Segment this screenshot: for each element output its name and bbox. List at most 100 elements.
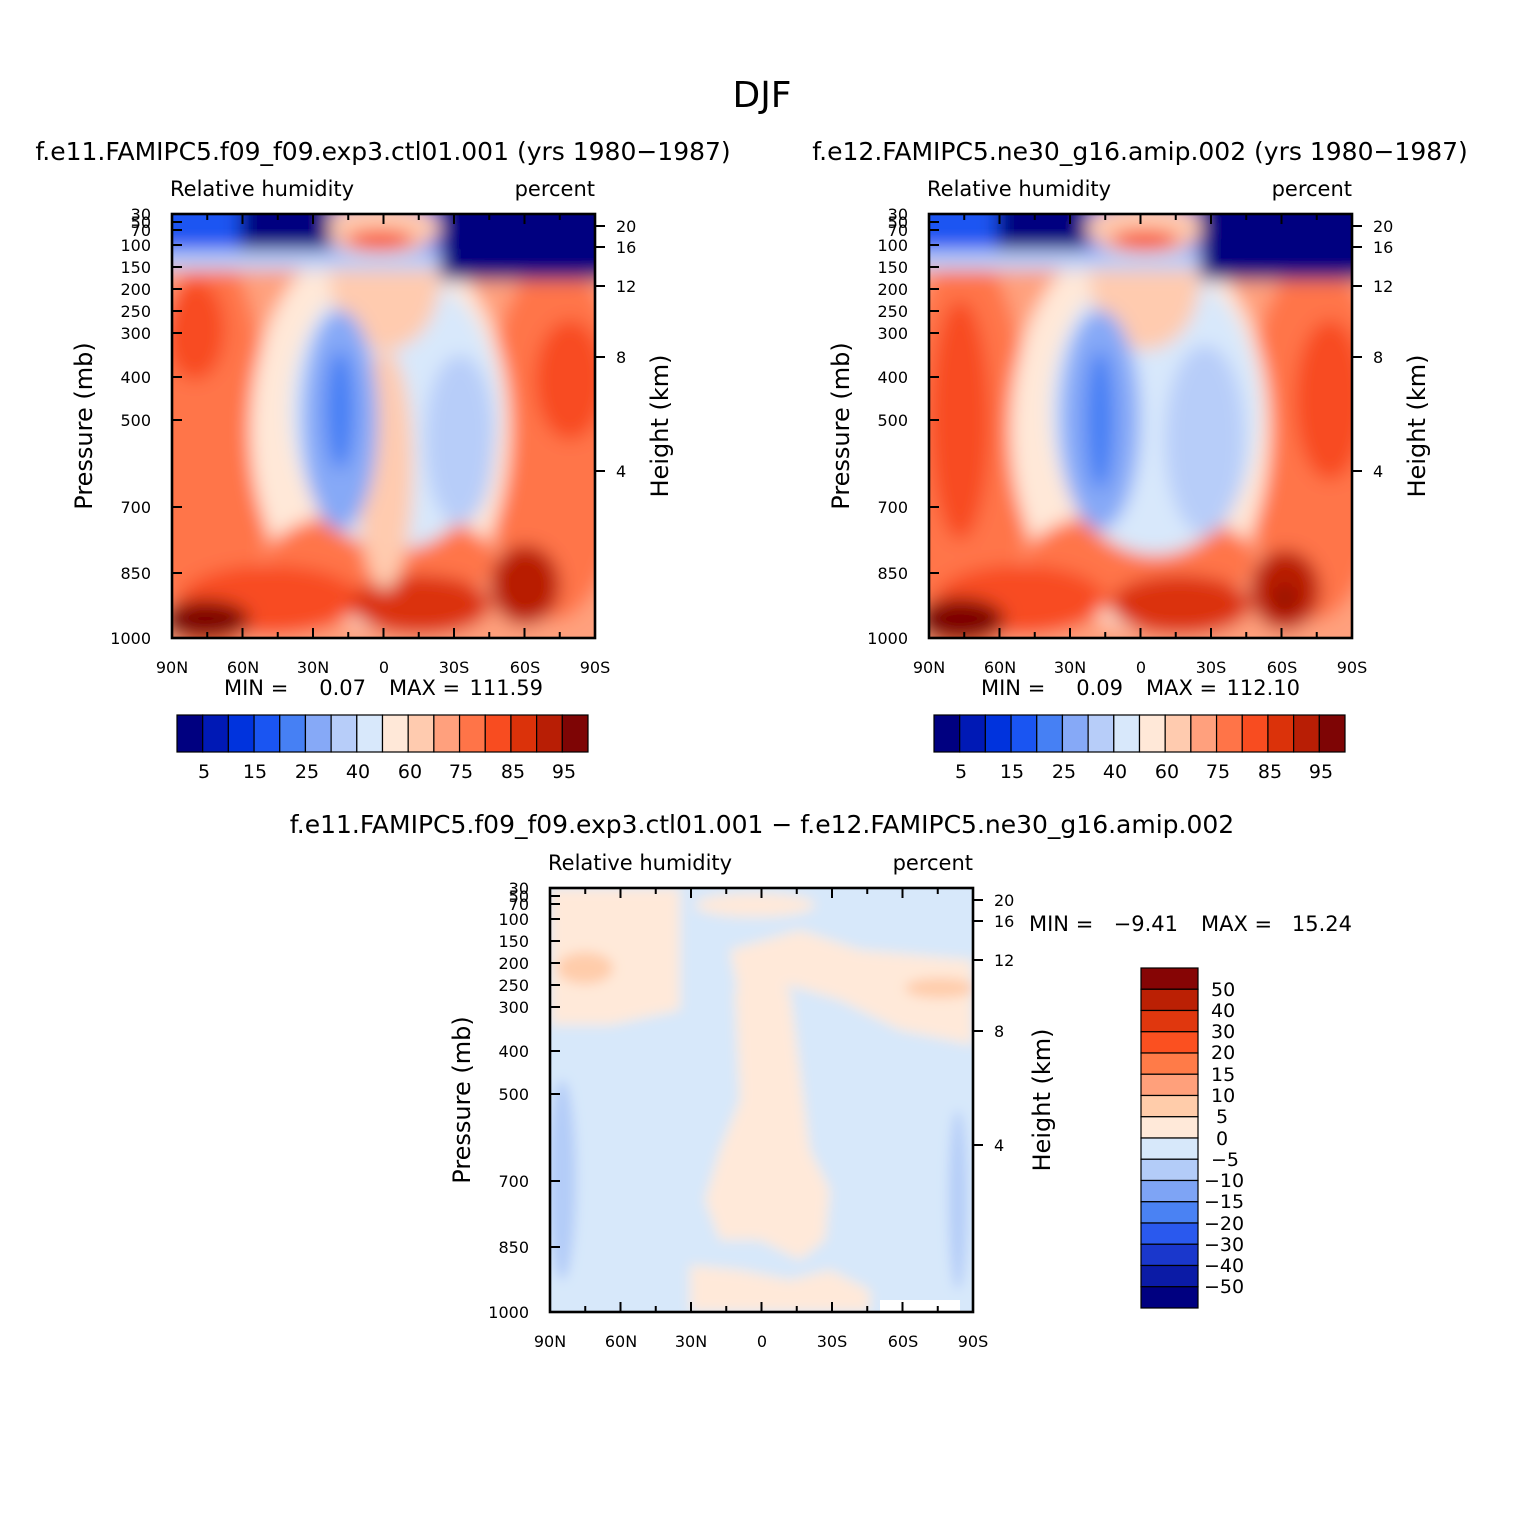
pressure-ticks: 30 50 70 100 150 200 250 300 400 500 700… bbox=[867, 205, 908, 648]
colorbar-box bbox=[1140, 1137, 1199, 1160]
contour-field bbox=[550, 888, 973, 1312]
pressure-tick-label: 1000 bbox=[110, 629, 151, 648]
colorbar-box bbox=[1190, 714, 1218, 753]
pressure-tick-label: 200 bbox=[120, 280, 151, 299]
colorbar-label: 15 bbox=[243, 761, 267, 783]
x-tick-label: 30S bbox=[817, 1332, 848, 1351]
colorbar-box bbox=[1140, 988, 1199, 1012]
height-tick-label: 16 bbox=[994, 912, 1014, 931]
max-value: 15.24 bbox=[1292, 912, 1352, 936]
x-tick-label: 0 bbox=[757, 1332, 767, 1351]
colorbar-box bbox=[1140, 1052, 1199, 1075]
pressure-tick-label: 70 bbox=[888, 221, 908, 240]
x-tick-label: 60S bbox=[1267, 658, 1298, 677]
colorbar-label: 95 bbox=[1309, 761, 1333, 783]
colorbar-rh: 5 15 25 40 60 75 85 95 bbox=[955, 761, 1333, 783]
x-tick-label: 30N bbox=[675, 1332, 707, 1351]
height-ticks: 20 16 12 8 4 bbox=[1373, 217, 1393, 481]
height-axis-label: Height (km) bbox=[646, 355, 674, 498]
height-ticks: 20 16 12 8 4 bbox=[994, 891, 1014, 1155]
pressure-axis-label: Pressure (mb) bbox=[448, 1016, 476, 1183]
colorbar-label: 95 bbox=[552, 761, 576, 783]
colorbar-box bbox=[227, 714, 255, 753]
height-tick-label: 20 bbox=[994, 891, 1014, 910]
colorbar-label: 10 bbox=[1211, 1085, 1235, 1107]
colorbar-box bbox=[484, 714, 512, 753]
colorbar-label: 5 bbox=[198, 761, 210, 783]
pressure-tick-label: 500 bbox=[120, 411, 151, 430]
pressure-tick-label: 250 bbox=[877, 302, 908, 321]
colorbar-box bbox=[202, 714, 229, 753]
colorbar-box bbox=[1140, 1243, 1199, 1267]
colorbar-box bbox=[1140, 1031, 1199, 1054]
colorbar-box bbox=[561, 714, 589, 753]
panel-title: f.e11.FAMIPC5.f09_f09.exp3.ctl01.001 (yr… bbox=[35, 137, 730, 166]
pressure-tick-label: 500 bbox=[877, 411, 908, 430]
pressure-tick-label: 150 bbox=[498, 932, 529, 951]
pressure-tick-label: 1000 bbox=[488, 1303, 529, 1322]
colorbar-box bbox=[1061, 714, 1089, 753]
colorbar-label: 40 bbox=[346, 761, 370, 783]
colorbar-box bbox=[356, 714, 384, 753]
pressure-tick-label: 400 bbox=[498, 1042, 529, 1061]
colorbar-box bbox=[1140, 1201, 1199, 1224]
colorbar-box bbox=[1140, 1073, 1199, 1097]
pressure-tick-label: 100 bbox=[120, 236, 151, 255]
colorbar-box bbox=[1140, 967, 1199, 990]
max-label: MAX = bbox=[1146, 676, 1217, 700]
colorbar-label: 85 bbox=[1258, 761, 1282, 783]
colorbar-box bbox=[1087, 714, 1115, 753]
height-tick-label: 8 bbox=[616, 348, 626, 367]
panel-right: f.e12.FAMIPC5.ne30_g16.amip.002 (yrs 198… bbox=[812, 137, 1468, 783]
colorbar-box bbox=[1140, 1009, 1199, 1033]
pressure-tick-label: 30 bbox=[509, 879, 529, 898]
colorbar-rh: 5 15 25 40 60 75 85 95 bbox=[198, 761, 576, 783]
colorbar-label: 85 bbox=[501, 761, 525, 783]
x-tick-label: 90N bbox=[913, 658, 945, 677]
x-tick-label: 30S bbox=[1196, 658, 1227, 677]
pressure-tick-label: 150 bbox=[120, 258, 151, 277]
colorbar-box bbox=[253, 714, 281, 753]
colorbar-label: 0 bbox=[1216, 1128, 1228, 1150]
panel-title: f.e11.FAMIPC5.f09_f09.exp3.ctl01.001 − f… bbox=[290, 810, 1234, 839]
contour-field bbox=[172, 214, 595, 638]
pressure-tick-label: 300 bbox=[498, 998, 529, 1017]
colorbar-box bbox=[959, 714, 986, 753]
variable-label: Relative humidity bbox=[548, 851, 732, 875]
colorbar-label: −30 bbox=[1204, 1234, 1244, 1256]
pressure-tick-label: 850 bbox=[498, 1238, 529, 1257]
height-tick-label: 12 bbox=[616, 277, 636, 296]
colorbar-label: 60 bbox=[398, 761, 422, 783]
x-ticks: 90N 60N 30N 0 30S 60S 90S bbox=[534, 1332, 988, 1351]
x-tick-label: 60N bbox=[605, 1332, 637, 1351]
pressure-tick-label: 700 bbox=[120, 498, 151, 517]
height-tick-label: 4 bbox=[616, 462, 626, 481]
pressure-tick-label: 100 bbox=[498, 910, 529, 929]
pressure-tick-label: 1000 bbox=[867, 629, 908, 648]
colorbar-box bbox=[1140, 1179, 1199, 1203]
x-tick-label: 0 bbox=[379, 658, 389, 677]
max-label: MAX = bbox=[1201, 912, 1272, 936]
colorbar-box bbox=[433, 714, 461, 753]
max-label: MAX = bbox=[389, 676, 460, 700]
x-tick-label: 30S bbox=[439, 658, 470, 677]
colorbar-box bbox=[1164, 714, 1192, 753]
height-tick-label: 8 bbox=[994, 1022, 1004, 1041]
colorbar-box bbox=[1036, 714, 1064, 753]
height-tick-label: 20 bbox=[616, 217, 636, 236]
height-axis-label: Height (km) bbox=[1028, 1029, 1056, 1172]
min-label: MIN = bbox=[981, 676, 1045, 700]
colorbar-box bbox=[1010, 714, 1038, 753]
colorbar-label: 5 bbox=[955, 761, 967, 783]
panel-diff: f.e11.FAMIPC5.f09_f09.exp3.ctl01.001 − f… bbox=[290, 810, 1352, 1351]
colorbar-box bbox=[1140, 1116, 1199, 1139]
colorbar-box bbox=[381, 714, 409, 753]
colorbar-box bbox=[1140, 1222, 1199, 1245]
height-tick-label: 4 bbox=[994, 1136, 1004, 1155]
pressure-tick-label: 300 bbox=[877, 324, 908, 343]
colorbar-box bbox=[1293, 714, 1320, 753]
colorbar-box bbox=[1267, 714, 1295, 753]
pressure-tick-label: 300 bbox=[120, 324, 151, 343]
height-tick-label: 12 bbox=[1373, 277, 1393, 296]
